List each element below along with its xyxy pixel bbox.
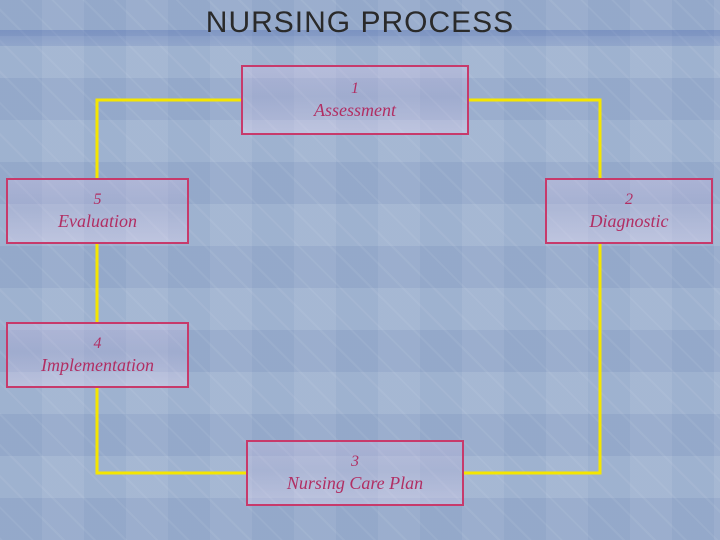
node-number: 5: [94, 190, 102, 210]
node-number: 3: [351, 452, 359, 472]
flowchart-node-assessment: 1 Assessment: [241, 65, 469, 135]
node-number: 1: [351, 79, 359, 99]
flowchart-node-diagnostic: 2 Diagnostic: [545, 178, 713, 244]
node-number: 4: [94, 334, 102, 354]
node-label: Nursing Care Plan: [287, 472, 423, 495]
flowchart-node-nursing-care-plan: 3 Nursing Care Plan: [246, 440, 464, 506]
node-label: Implementation: [41, 354, 154, 377]
flowchart-node-implementation: 4 Implementation: [6, 322, 189, 388]
node-number: 2: [625, 190, 633, 210]
node-label: Diagnostic: [590, 210, 669, 233]
node-label: Assessment: [314, 99, 396, 122]
flowchart-node-evaluation: 5 Evaluation: [6, 178, 189, 244]
node-label: Evaluation: [58, 210, 137, 233]
page-title: NURSING PROCESS: [0, 6, 720, 40]
